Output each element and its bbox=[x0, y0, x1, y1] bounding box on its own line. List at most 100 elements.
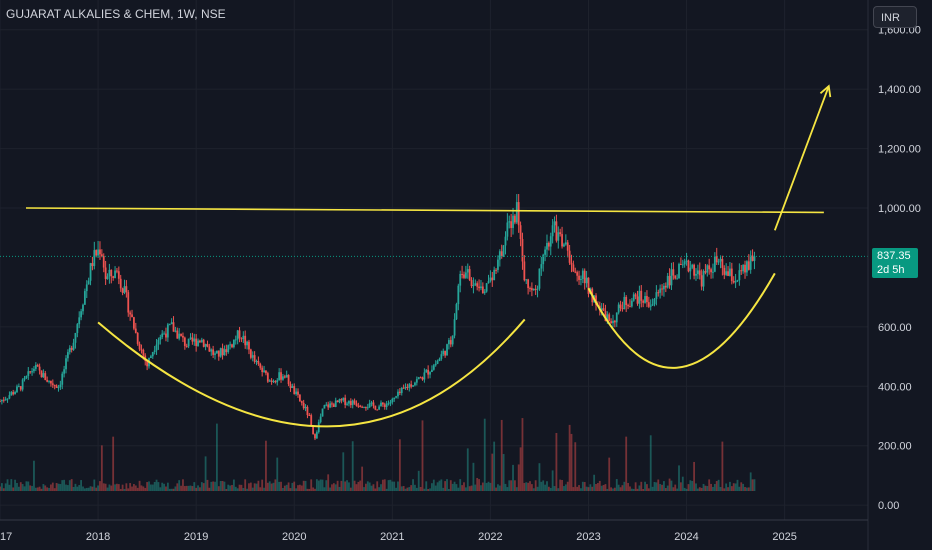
volume-bar bbox=[732, 483, 735, 491]
candle-body bbox=[483, 291, 486, 294]
candle-body bbox=[165, 333, 167, 338]
volume-bar bbox=[178, 480, 181, 491]
volume-bar bbox=[746, 487, 748, 491]
volume-bar bbox=[33, 460, 35, 491]
volume-bar bbox=[685, 488, 688, 491]
volume-bar bbox=[730, 486, 733, 491]
volume-bar bbox=[338, 486, 341, 491]
last-price-tag: 837.35 2d 5h bbox=[872, 248, 918, 279]
volume-bar bbox=[259, 487, 262, 491]
candle-body bbox=[166, 324, 169, 338]
volume-bar bbox=[287, 482, 290, 491]
candle-body bbox=[304, 406, 307, 409]
currency-button[interactable]: INR bbox=[873, 6, 917, 28]
volume-bar bbox=[4, 483, 7, 491]
candle-body bbox=[634, 294, 637, 297]
volume-bar bbox=[617, 484, 620, 491]
volume-bar bbox=[534, 480, 537, 491]
candle-body bbox=[149, 356, 152, 359]
volume-bar bbox=[612, 488, 614, 491]
candle-body bbox=[61, 373, 64, 385]
candle-body bbox=[346, 403, 348, 405]
candle-body bbox=[125, 286, 128, 293]
candle-body bbox=[199, 340, 201, 343]
candle-body bbox=[272, 381, 275, 383]
volume-bar bbox=[632, 488, 635, 491]
volume-bar bbox=[659, 484, 662, 491]
candle-body bbox=[425, 369, 428, 373]
volume-bar bbox=[289, 488, 292, 491]
volume-bar bbox=[744, 487, 746, 491]
candle-body bbox=[538, 268, 541, 289]
candle-body bbox=[308, 414, 311, 416]
volume-bar bbox=[202, 483, 205, 491]
volume-bar bbox=[559, 479, 562, 491]
candle-body bbox=[474, 283, 477, 286]
candle-body bbox=[493, 269, 496, 281]
volume-bar bbox=[165, 486, 167, 491]
volume-bar bbox=[42, 484, 45, 491]
candle-body bbox=[429, 372, 431, 375]
candle-body bbox=[647, 302, 650, 307]
volume-bar bbox=[530, 484, 533, 491]
candle-body bbox=[336, 400, 339, 403]
volume-bar bbox=[6, 479, 9, 491]
volume-bar bbox=[68, 480, 71, 491]
volume-bar bbox=[406, 487, 409, 491]
candle-body bbox=[713, 256, 716, 272]
candle-body bbox=[451, 335, 454, 345]
candle-body bbox=[327, 404, 330, 408]
volume-bar bbox=[234, 486, 237, 491]
volume-bar bbox=[553, 486, 556, 491]
volume-bar bbox=[542, 480, 545, 491]
volume-bar bbox=[223, 481, 226, 491]
volume-bar bbox=[100, 445, 103, 491]
candle-body bbox=[189, 337, 192, 339]
volume-bar bbox=[99, 481, 101, 491]
volume-bar bbox=[429, 488, 431, 491]
candle-body bbox=[438, 358, 441, 362]
volume-bar bbox=[83, 488, 86, 491]
volume-bar bbox=[570, 433, 573, 491]
volume-bar bbox=[121, 484, 124, 491]
candle-body bbox=[168, 324, 171, 326]
volume-bar bbox=[470, 485, 473, 491]
volume-bar bbox=[297, 485, 299, 491]
volume-bar bbox=[506, 487, 509, 491]
candle-body bbox=[244, 335, 247, 346]
candle-body bbox=[36, 364, 39, 367]
volume-bar bbox=[76, 486, 79, 491]
candle-body bbox=[266, 373, 269, 382]
volume-bar bbox=[172, 488, 175, 491]
candle-body bbox=[10, 392, 13, 396]
candle-body bbox=[282, 376, 284, 380]
volume-bar bbox=[636, 488, 639, 491]
breakout-arrow bbox=[773, 85, 830, 231]
volume-bar bbox=[16, 482, 18, 491]
candle-body bbox=[612, 320, 614, 324]
candle-body bbox=[72, 342, 75, 350]
candle-body bbox=[742, 264, 745, 272]
volume-bar bbox=[595, 484, 597, 491]
volume-bar bbox=[140, 485, 143, 491]
candle-body bbox=[751, 255, 754, 261]
candle-body bbox=[393, 397, 396, 399]
candle-body bbox=[395, 396, 397, 398]
volume-bar bbox=[753, 479, 756, 491]
candle-body bbox=[312, 425, 314, 435]
candle-body bbox=[578, 275, 580, 280]
x-tick-label: 2019 bbox=[184, 531, 208, 543]
volume-bar bbox=[298, 484, 301, 491]
volume-bar bbox=[187, 485, 190, 491]
volume-bar bbox=[712, 486, 714, 491]
candle-body bbox=[642, 300, 645, 303]
candle-body bbox=[129, 312, 132, 315]
candle-body bbox=[517, 202, 520, 226]
volume-bar bbox=[512, 464, 514, 491]
candle-body bbox=[529, 288, 531, 290]
volume-bar bbox=[698, 487, 701, 491]
volume-bar bbox=[251, 487, 254, 491]
candle-body bbox=[689, 267, 692, 272]
volume-bar bbox=[138, 480, 141, 491]
